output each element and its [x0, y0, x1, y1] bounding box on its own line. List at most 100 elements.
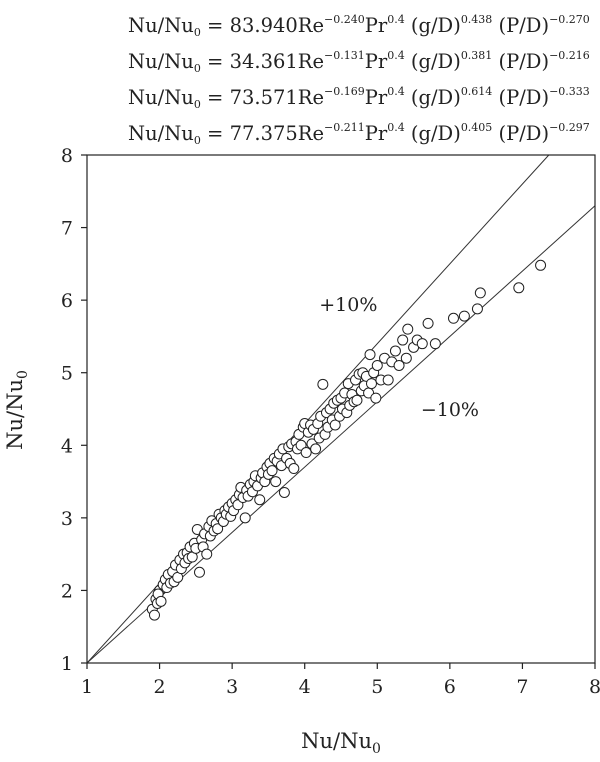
x-axis-title-subscript: 0 [372, 741, 381, 757]
data-point [458, 310, 470, 322]
equation-re: Re [297, 14, 325, 37]
x-tick-label: 3 [226, 676, 238, 698]
equation-line: Nu/Nu0 = 73.571Re−0.169Pr0.4 (g/D)0.614 … [128, 74, 598, 111]
data-point [416, 338, 428, 350]
y-axis-title-subscript: 0 [15, 370, 31, 379]
y-tick-label: 5 [61, 363, 73, 385]
equation-gd: (g/D) [404, 14, 461, 37]
equation-gd: (g/D) [404, 122, 461, 145]
y-tick-label: 3 [61, 508, 73, 530]
data-point [300, 447, 312, 459]
data-point [371, 359, 383, 371]
y-tick-label: 7 [61, 218, 73, 240]
equation-re: Re [297, 50, 325, 73]
equation-lhs: Nu/Nu [128, 86, 194, 109]
data-point [397, 334, 409, 346]
equation-pr: Pr [364, 50, 388, 73]
y-tick-label: 8 [61, 145, 73, 167]
y-axis-title: Nu/Nu0 [3, 370, 31, 450]
equation-coef: 73.571 [229, 86, 298, 109]
data-points [146, 259, 547, 621]
data-point [317, 378, 329, 390]
equation-coef: 34.361 [229, 50, 298, 73]
equation-re-exp: −0.169 [324, 85, 365, 98]
data-point [310, 443, 322, 455]
annotation-plus10: +10% [319, 294, 377, 316]
data-point [429, 338, 441, 350]
y-tick-label: 4 [61, 435, 73, 457]
equation-pr: Pr [364, 122, 388, 145]
equation-line: Nu/Nu0 = 34.361Re−0.131Pr0.4 (g/D)0.381 … [128, 38, 598, 75]
equation-line: Nu/Nu0 = 83.940Re−0.240Pr0.4 (g/D)0.438 … [128, 2, 598, 39]
x-tick-label: 1 [81, 676, 93, 698]
data-point [535, 259, 547, 271]
equation-gd-exp: 0.438 [460, 13, 493, 26]
data-point [288, 463, 300, 475]
equation-lhs: Nu/Nu [128, 122, 194, 145]
equation-gd: (g/D) [404, 50, 461, 73]
annotation-minus10: −10% [421, 399, 479, 421]
x-axis-title-text: Nu/Nu [301, 729, 372, 753]
data-point [393, 359, 405, 371]
data-point [370, 392, 382, 404]
x-axis-ticks: 1 2 3 4 5 6 7 8 [81, 663, 600, 698]
x-axis-title: Nu/Nu0 [301, 729, 381, 757]
equation-pr-exp: 0.4 [387, 121, 405, 134]
equation-pr-exp: 0.4 [387, 85, 405, 98]
equation-pd: (P/D) [492, 86, 550, 109]
equation-eq: = [200, 50, 230, 73]
equation-lhs-sub: 0 [193, 26, 201, 39]
equation-gd-exp: 0.614 [460, 85, 493, 98]
x-tick-label: 2 [154, 676, 166, 698]
equation-re-exp: −0.240 [324, 13, 365, 26]
equation-pr-exp: 0.4 [387, 13, 405, 26]
data-point [400, 352, 412, 364]
equation-lhs-sub: 0 [193, 134, 201, 147]
data-point [193, 566, 205, 578]
equation-re: Re [297, 122, 325, 145]
equation-eq: = [200, 14, 230, 37]
y-tick-label: 2 [61, 580, 73, 602]
data-point [474, 287, 486, 299]
y-tick-label: 6 [61, 290, 73, 312]
data-point [148, 609, 160, 621]
equation-re-exp: −0.211 [324, 121, 365, 134]
data-point [447, 312, 459, 324]
equation-pr: Pr [364, 14, 388, 37]
equation-lhs-sub: 0 [193, 98, 201, 111]
equation-gd: (g/D) [404, 86, 461, 109]
data-point [471, 303, 483, 315]
x-tick-label: 6 [444, 676, 456, 698]
data-point [155, 595, 167, 607]
equation-gd-exp: 0.405 [460, 121, 493, 134]
equation-line: Nu/Nu0 = 77.375Re−0.211Pr0.4 (g/D)0.405 … [128, 110, 598, 147]
data-point [270, 476, 282, 488]
data-point [382, 374, 394, 386]
equation-re: Re [297, 86, 325, 109]
equation-pd: (P/D) [492, 14, 550, 37]
equations-block: Nu/Nu0 = 83.940Re−0.240Pr0.4 (g/D)0.438 … [128, 2, 598, 147]
data-point [389, 345, 401, 357]
data-point [513, 282, 525, 294]
equation-lhs-sub: 0 [193, 62, 201, 75]
x-tick-label: 8 [589, 676, 600, 698]
y-axis-title-text: Nu/Nu [3, 379, 27, 450]
data-point [212, 523, 224, 535]
equation-pd-exp: −0.216 [549, 49, 590, 62]
data-point [278, 486, 290, 498]
equation-lhs: Nu/Nu [128, 14, 194, 37]
data-point [364, 349, 376, 361]
equation-gd-exp: 0.381 [460, 49, 493, 62]
x-tick-label: 4 [299, 676, 311, 698]
equation-pd-exp: −0.333 [549, 85, 590, 98]
data-point [351, 394, 363, 406]
equation-pd: (P/D) [492, 122, 550, 145]
y-tick-label: 1 [61, 653, 73, 675]
data-point [266, 465, 278, 477]
equation-coef: 77.375 [229, 122, 298, 145]
y-axis-ticks: 1 2 3 4 5 6 7 8 [61, 145, 87, 675]
equation-pd-exp: −0.270 [549, 13, 590, 26]
data-point [365, 378, 377, 390]
x-tick-label: 5 [371, 676, 383, 698]
